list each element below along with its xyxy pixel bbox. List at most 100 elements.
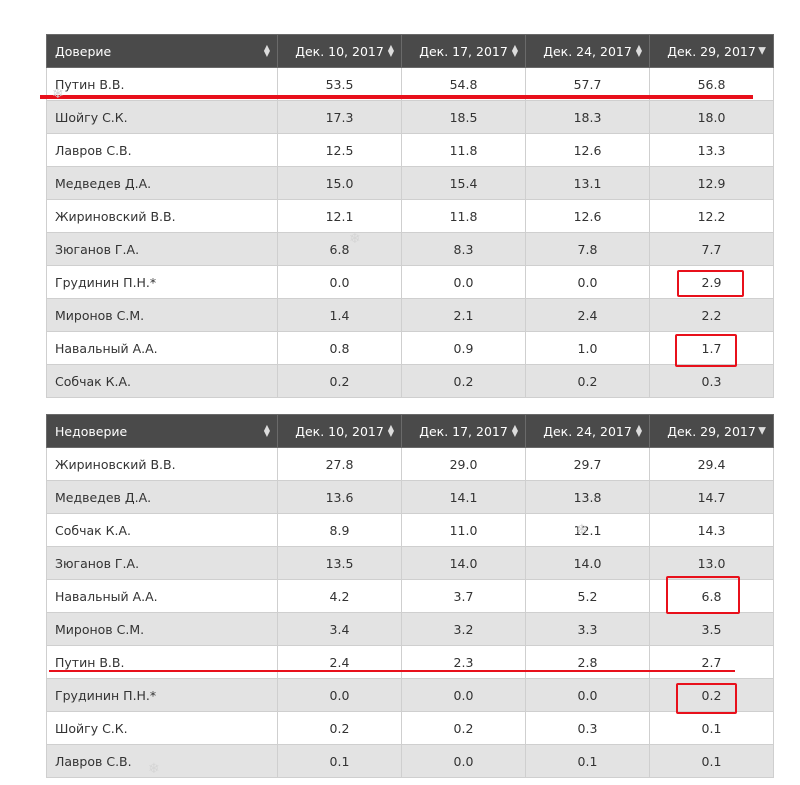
sort-desc-icon[interactable]: ▼ [758,45,766,57]
table-row: Зюганов Г.А. 6.8 8.3 7.8 7.7 [46,232,774,266]
row-value: 18.3 [525,100,650,134]
row-value: 0.9 [401,331,526,365]
row-value: 7.7 [649,232,774,266]
trust-date-column-header[interactable]: Дек. 29, 2017 ▼ [649,34,774,68]
row-value: 2.4 [525,298,650,332]
row-value: 12.1 [525,513,650,547]
row-value: 14.0 [401,546,526,580]
distrust-date-column-header[interactable]: Дек. 17, 2017 ▲ ▼ [401,414,526,448]
row-name: Миронов С.М. [46,612,278,646]
table-row: Зюганов Г.А. 13.5 14.0 14.0 13.0 [46,546,774,580]
row-name: Медведев Д.А. [46,480,278,514]
table-row: Миронов С.М. 1.4 2.1 2.4 2.2 [46,298,774,332]
sort-desc-icon[interactable]: ▼ [758,425,766,437]
distrust-table: Недоверие ▲ ▼ Дек. 10, 2017 ▲ ▼ Дек. 17, 2… [46,414,774,778]
row-value: 13.3 [649,133,774,167]
row-value: 11.8 [401,199,526,233]
row-value: 0.3 [649,364,774,398]
navalny-trust-highlight-box [675,334,737,367]
row-name: Шойгу С.К. [46,100,278,134]
table-row: Навальный А.А. 4.2 3.7 5.2 6.8 [46,579,774,613]
row-value: 2.3 [401,645,526,679]
table-row: Медведев Д.А. 13.6 14.1 13.8 14.7 [46,480,774,514]
row-value: 18.5 [401,100,526,134]
row-value: 14.3 [649,513,774,547]
trust-date-column-header[interactable]: Дек. 17, 2017 ▲ ▼ [401,34,526,68]
sort-both-icon[interactable]: ▲ ▼ [635,423,642,438]
table-row: Медведев Д.А. 15.0 15.4 13.1 12.9 [46,166,774,200]
column-header-label: Дек. 24, 2017 [543,423,632,439]
distrust-date-column-header[interactable]: Дек. 10, 2017 ▲ ▼ [277,414,402,448]
snowflake-icon: ❄ [148,761,160,777]
distrust-date-column-header[interactable]: Дек. 24, 2017 ▲ ▼ [525,414,650,448]
row-value: 2.4 [277,645,402,679]
row-value: 1.4 [277,298,402,332]
row-value: 12.9 [649,166,774,200]
trust-name-column-header[interactable]: Доверие ▲ ▼ [46,34,278,68]
row-value: 2.1 [401,298,526,332]
row-value: 12.2 [649,199,774,233]
row-value: 1.7 [649,331,774,365]
row-name: Путин В.В. [46,645,278,679]
column-header-label: Дек. 10, 2017 [295,43,384,59]
sort-both-icon[interactable]: ▲ ▼ [387,43,394,58]
table-row: Навальный А.А. 0.8 0.9 1.0 1.7 [46,331,774,365]
table-row: Грудинин П.Н.* 0.0 0.0 0.0 2.9 [46,265,774,299]
row-name: Зюганов Г.А. [46,232,278,266]
distrust-table-header: Недоверие ▲ ▼ Дек. 10, 2017 ▲ ▼ Дек. 17, 2… [46,414,774,448]
row-value: 2.8 [525,645,650,679]
row-value: 12.6 [525,133,650,167]
row-value: 0.1 [649,744,774,778]
row-value: 0.1 [525,744,650,778]
table-row: Шойгу С.К. 17.3 18.5 18.3 18.0 [46,100,774,134]
row-name: Собчак К.А. [46,513,278,547]
row-value: 0.0 [401,744,526,778]
row-value: 3.3 [525,612,650,646]
table-row: Грудинин П.Н.* 0.0 0.0 0.0 0.2 [46,678,774,712]
row-value: 0.8 [277,331,402,365]
trust-date-column-header[interactable]: Дек. 24, 2017 ▲ ▼ [525,34,650,68]
row-name: Жириновский В.В. [46,447,278,481]
row-value: 0.2 [277,711,402,745]
row-value: 7.8 [525,232,650,266]
row-value: 15.0 [277,166,402,200]
column-header-label: Дек. 10, 2017 [295,423,384,439]
row-name: Грудинин П.Н.* [46,678,278,712]
trust-date-column-header[interactable]: Дек. 10, 2017 ▲ ▼ [277,34,402,68]
grudinin-distrust-highlight-box [676,683,737,714]
sort-both-icon[interactable]: ▲ ▼ [263,43,270,58]
table-row: Лавров С.В. 0.1 0.0 0.1 0.1 [46,744,774,778]
row-value: 17.3 [277,100,402,134]
grudinin-trust-highlight-box [677,270,744,297]
sort-both-icon[interactable]: ▲ ▼ [387,423,394,438]
row-value: 27.8 [277,447,402,481]
row-value: 13.8 [525,480,650,514]
row-value: 0.0 [401,678,526,712]
sort-both-icon[interactable]: ▲ ▼ [511,43,518,58]
row-value: 0.0 [277,265,402,299]
trust-table: Доверие ▲ ▼ Дек. 10, 2017 ▲ ▼ Дек. 17, 201… [46,34,774,398]
column-header-label: Дек. 17, 2017 [419,423,508,439]
row-value: 5.2 [525,579,650,613]
row-value: 2.7 [649,645,774,679]
sort-both-icon[interactable]: ▲ ▼ [263,423,270,438]
row-value: 18.0 [649,100,774,134]
row-value: 13.6 [277,480,402,514]
row-value: 14.1 [401,480,526,514]
sort-both-icon[interactable]: ▲ ▼ [511,423,518,438]
row-value: 13.0 [649,546,774,580]
table-row: Жириновский В.В. 27.8 29.0 29.7 29.4 [46,447,774,481]
row-name: Лавров С.В. [46,744,278,778]
distrust-date-column-header[interactable]: Дек. 29, 2017 ▼ [649,414,774,448]
row-value: 6.8 [277,232,402,266]
row-value: 29.0 [401,447,526,481]
table-row: Собчак К.А. 8.9 11.0 12.1 14.3 [46,513,774,547]
sort-both-icon[interactable]: ▲ ▼ [635,43,642,58]
row-value: 4.2 [277,579,402,613]
row-name: Навальный А.А. [46,331,278,365]
row-value: 2.2 [649,298,774,332]
putin-distrust-underline [49,670,735,672]
distrust-name-column-header[interactable]: Недоверие ▲ ▼ [46,414,278,448]
column-header-label: Недоверие [55,423,128,439]
table-row: Миронов С.М. 3.4 3.2 3.3 3.5 [46,612,774,646]
